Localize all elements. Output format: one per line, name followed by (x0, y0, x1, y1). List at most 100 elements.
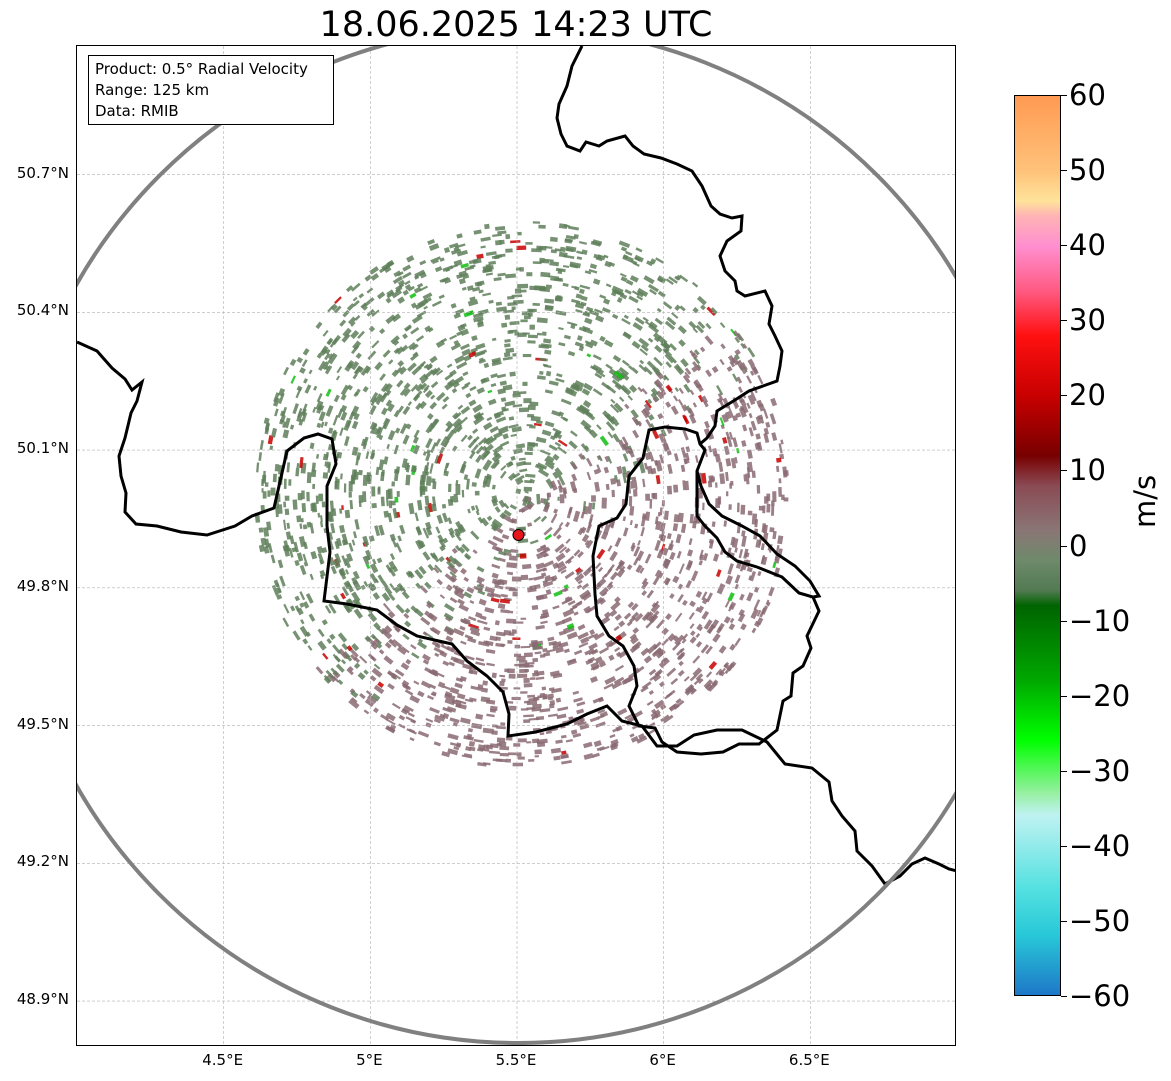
velocity-echo-pixel (498, 499, 506, 508)
velocity-echo-pixel (324, 421, 328, 427)
velocity-echo-pixel (684, 458, 690, 464)
velocity-echo-pixel (489, 743, 499, 749)
velocity-echo-pixel (500, 470, 507, 479)
velocity-echo-pixel (455, 480, 459, 486)
velocity-echo-pixel (564, 238, 573, 243)
velocity-echo-pixel (635, 564, 643, 573)
velocity-echo-pixel (417, 282, 424, 289)
velocity-echo-pixel (333, 559, 341, 569)
velocity-echo-pixel (476, 349, 488, 356)
velocity-echo-pixel (482, 480, 487, 488)
velocity-echo-pixel (712, 633, 721, 643)
velocity-echo-pixel (398, 405, 404, 413)
velocity-echo-pixel (553, 508, 559, 514)
velocity-echo-pixel (486, 436, 497, 446)
velocity-echo-pixel (473, 435, 480, 443)
velocity-echo-pixel (454, 682, 463, 689)
velocity-echo-pixel (664, 578, 671, 586)
velocity-echo-pixel (358, 469, 363, 476)
velocity-echo-pixel (336, 451, 343, 459)
radar-site-marker[interactable] (512, 529, 525, 542)
velocity-echo-pixel (569, 605, 578, 611)
velocity-echo-pixel (464, 698, 474, 703)
velocity-echo-pixel (552, 526, 562, 537)
velocity-echo-pixel (657, 412, 664, 420)
velocity-echo-pixel (649, 614, 659, 623)
velocity-echo-pixel (704, 420, 710, 429)
velocity-echo-pixel (443, 685, 451, 691)
velocity-echo-pixel (680, 446, 687, 459)
velocity-echo-pixel (417, 640, 428, 650)
velocity-echo-pixel (488, 398, 497, 406)
velocity-echo-pixel (687, 549, 694, 557)
velocity-echo-pixel (580, 636, 590, 645)
velocity-echo-pixel (478, 358, 486, 364)
velocity-echo-pixel (302, 348, 310, 356)
velocity-echo-pixel (749, 370, 755, 376)
velocity-echo-pixel (528, 577, 534, 581)
radar-map[interactable] (76, 45, 956, 1046)
velocity-echo-pixel (455, 742, 462, 748)
velocity-echo-pixel (273, 397, 280, 407)
velocity-echo-pixel (455, 699, 467, 705)
velocity-echo-pixel (608, 654, 615, 661)
velocity-echo-pixel (500, 722, 506, 727)
velocity-echo-pixel (360, 302, 367, 309)
velocity-echo-pixel (484, 586, 496, 594)
latitude-tick-label: 49.5°N (16, 714, 69, 733)
velocity-echo-pixel (572, 510, 581, 523)
velocity-echo-pixel (611, 285, 624, 295)
velocity-echo-pixel (563, 224, 570, 228)
velocity-echo-pixel (555, 739, 563, 744)
velocity-echo-pixel (688, 612, 695, 620)
velocity-echo-pixel (656, 549, 664, 559)
velocity-echo-pixel (375, 642, 383, 649)
velocity-echo-pixel (416, 335, 425, 342)
map-title: 18.06.2025 14:23 UTC (319, 5, 713, 45)
velocity-echo-pixel (668, 276, 678, 284)
velocity-echo-pixel (747, 347, 756, 358)
velocity-echo-pixel (776, 457, 782, 463)
velocity-echo-pixel (614, 596, 621, 604)
velocity-echo-pixel (563, 648, 570, 654)
velocity-echo-pixel (697, 605, 705, 614)
velocity-echo-pixel (476, 281, 483, 287)
velocity-echo-pixel (453, 493, 459, 503)
velocity-echo-pixel (492, 535, 504, 544)
velocity-echo-pixel (627, 601, 635, 609)
velocity-echo-pixel (449, 687, 460, 695)
velocity-echo-pixel (616, 297, 623, 304)
velocity-echo-pixel (706, 306, 717, 317)
velocity-echo-pixel (741, 404, 749, 414)
velocity-echo-pixel (439, 446, 446, 455)
velocity-echo-pixel (524, 669, 530, 673)
velocity-echo-pixel (486, 713, 495, 718)
velocity-echo-pixel (399, 524, 406, 535)
velocity-echo-pixel (433, 718, 441, 724)
velocity-echo-pixel (362, 386, 369, 393)
velocity-echo-pixel (468, 665, 477, 671)
velocity-echo-pixel (610, 403, 620, 414)
velocity-echo-pixel (475, 454, 483, 463)
velocity-echo-pixel (464, 554, 470, 560)
velocity-echo-pixel (402, 633, 410, 641)
velocity-echo-pixel (473, 585, 483, 593)
velocity-echo-pixel (497, 230, 507, 235)
velocity-echo-pixel (330, 303, 338, 311)
velocity-echo-pixel (411, 652, 420, 659)
velocity-echo-pixel (357, 672, 366, 680)
velocity-echo-pixel (667, 463, 673, 475)
velocity-echo-pixel (609, 609, 618, 617)
velocity-echo-pixel (528, 759, 535, 762)
velocity-echo-pixel (609, 743, 618, 751)
velocity-echo-pixel (483, 626, 491, 631)
velocity-echo-pixel (674, 700, 685, 709)
velocity-echo-pixel (491, 484, 496, 490)
velocity-echo-pixel (626, 620, 633, 627)
velocity-echo-pixel (307, 645, 313, 651)
velocity-echo-pixel (269, 445, 274, 451)
velocity-echo-pixel (283, 540, 289, 550)
velocity-echo-pixel (648, 668, 657, 676)
velocity-echo-pixel (381, 580, 389, 589)
velocity-echo-pixel (555, 619, 566, 627)
